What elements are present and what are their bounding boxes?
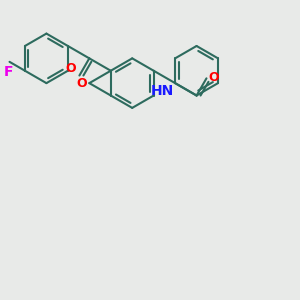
Text: HN: HN — [151, 84, 174, 98]
Text: F: F — [4, 65, 13, 79]
Text: O: O — [208, 71, 219, 84]
Text: O: O — [66, 61, 76, 74]
Text: O: O — [77, 76, 87, 90]
